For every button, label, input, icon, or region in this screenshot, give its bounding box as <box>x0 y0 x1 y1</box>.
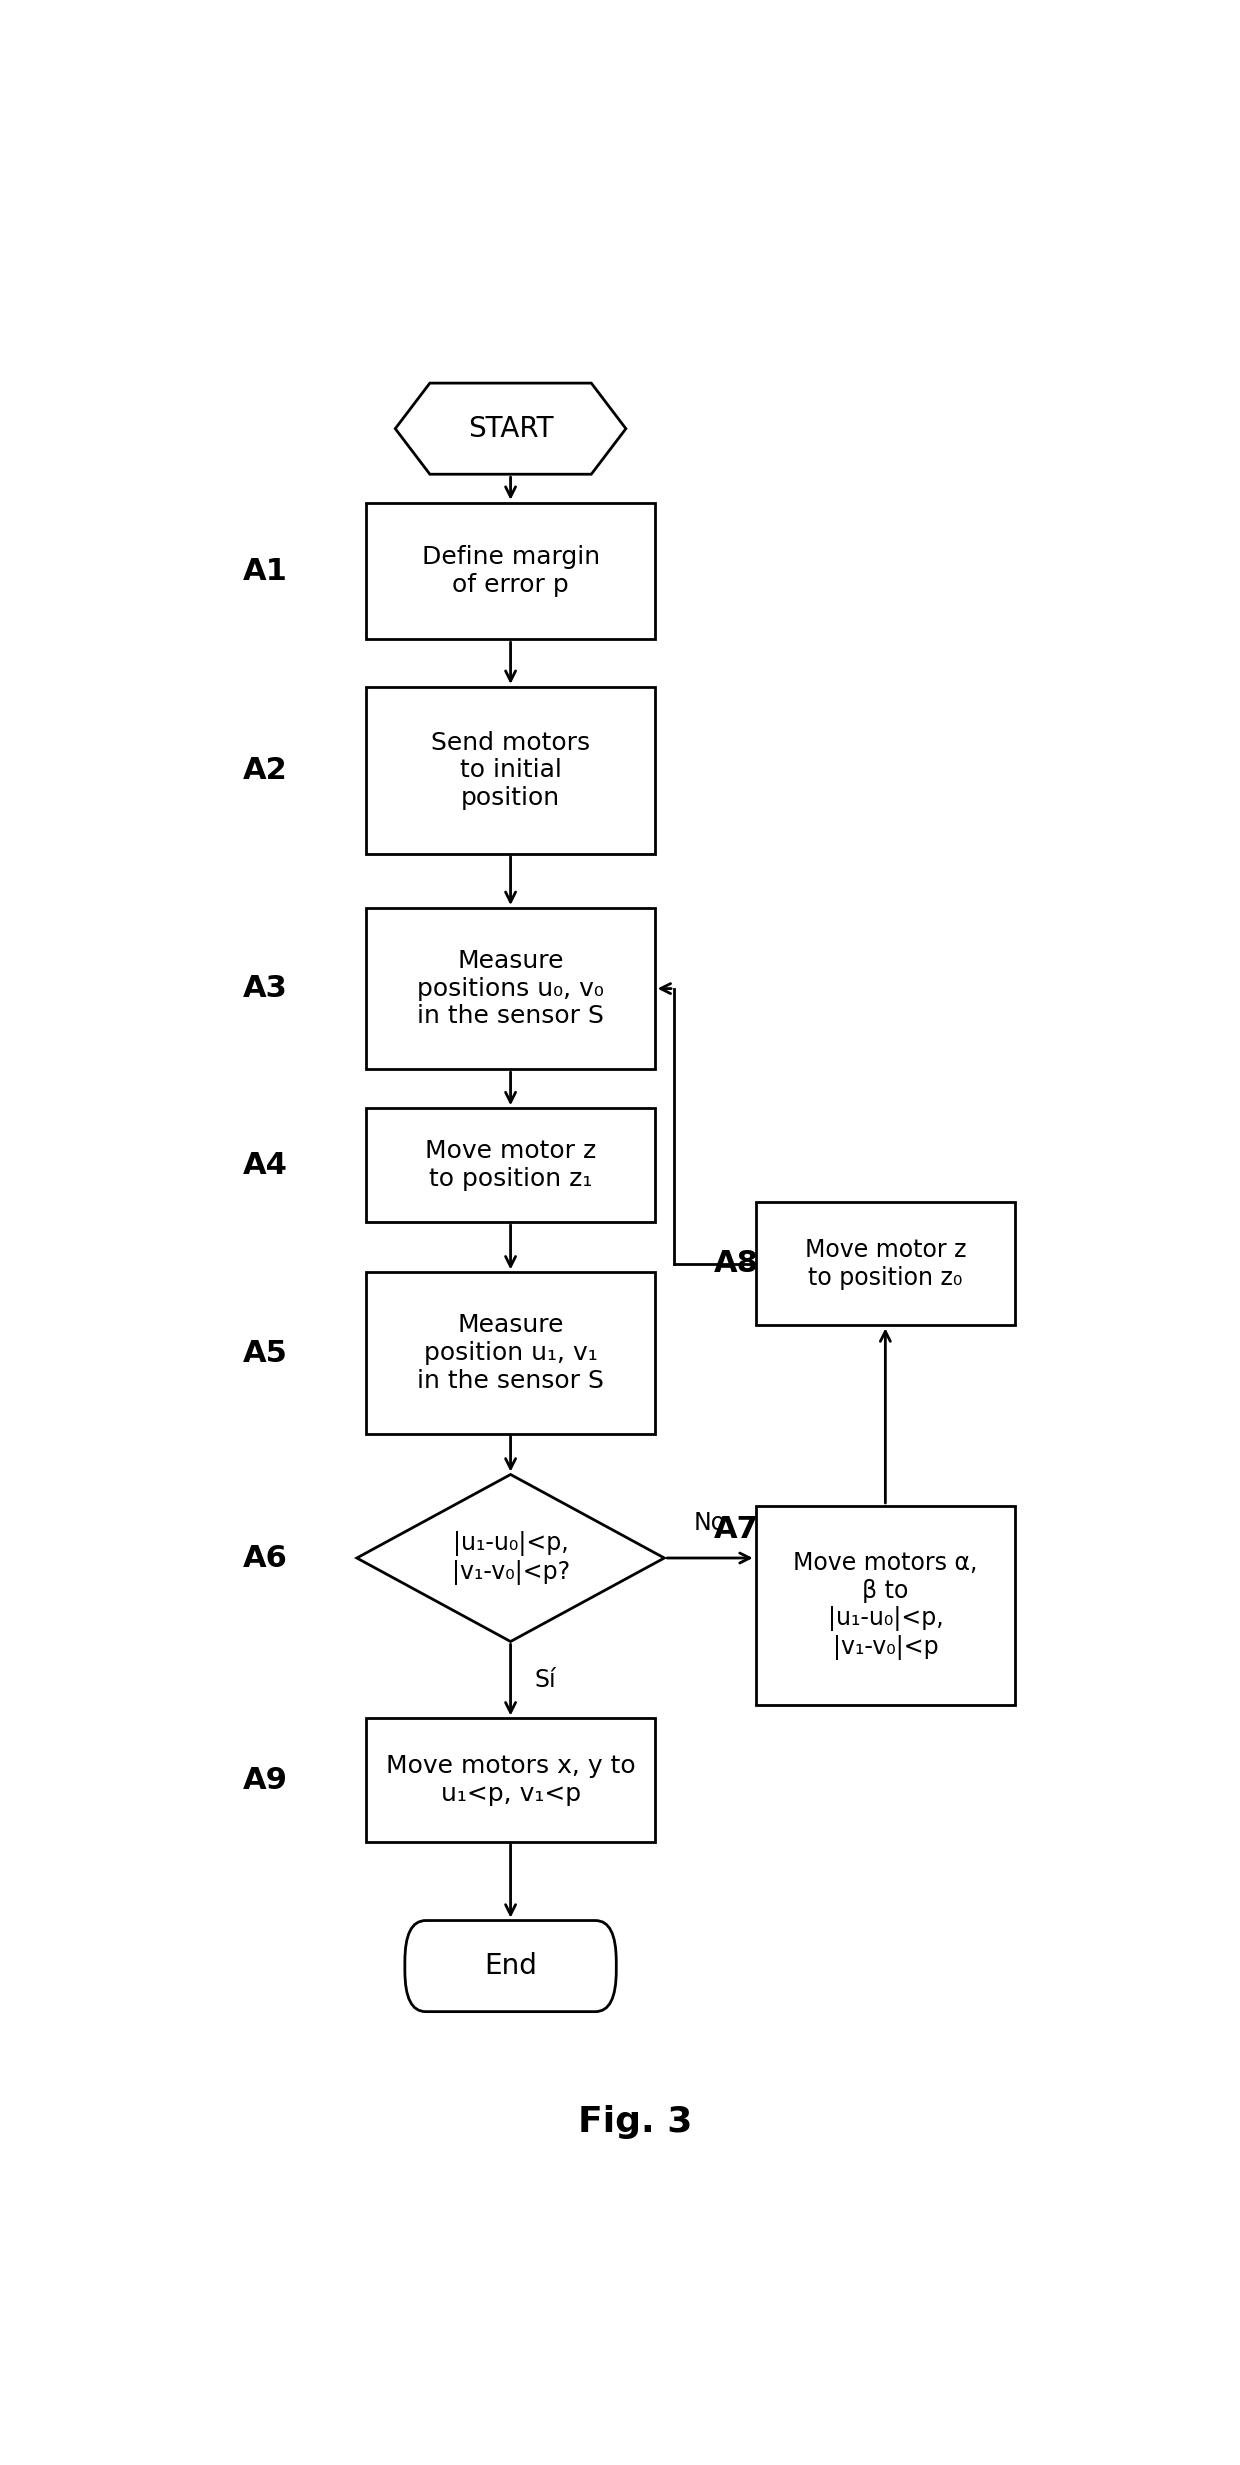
Text: A3: A3 <box>243 974 288 1003</box>
Text: Send motors
to initial
position: Send motors to initial position <box>432 730 590 811</box>
Text: |u₁-u₀|<p,
|v₁-v₀|<p?: |u₁-u₀|<p, |v₁-v₀|<p? <box>451 1531 569 1585</box>
Text: Move motors α,
β to
|u₁-u₀|<p,
|v₁-v₀|<p: Move motors α, β to |u₁-u₀|<p, |v₁-v₀|<p <box>794 1550 977 1659</box>
Text: No: No <box>694 1511 727 1536</box>
Text: Move motor z
to position z₁: Move motor z to position z₁ <box>425 1139 596 1191</box>
FancyBboxPatch shape <box>755 1203 1016 1326</box>
Polygon shape <box>396 382 626 473</box>
Text: Measure
positions u₀, v₀
in the sensor S: Measure positions u₀, v₀ in the sensor S <box>417 949 604 1028</box>
FancyBboxPatch shape <box>367 1109 655 1223</box>
FancyBboxPatch shape <box>367 503 655 638</box>
FancyBboxPatch shape <box>367 688 655 853</box>
FancyBboxPatch shape <box>755 1506 1016 1706</box>
Text: Move motor z
to position z₀: Move motor z to position z₀ <box>805 1237 966 1289</box>
FancyBboxPatch shape <box>404 1920 616 2011</box>
Text: A2: A2 <box>243 757 288 784</box>
Text: End: End <box>484 1952 537 1979</box>
Text: A9: A9 <box>243 1765 288 1795</box>
Text: A4: A4 <box>243 1151 288 1181</box>
Text: A6: A6 <box>243 1543 288 1573</box>
Text: Measure
position u₁, v₁
in the sensor S: Measure position u₁, v₁ in the sensor S <box>417 1314 604 1393</box>
Text: A8: A8 <box>714 1250 759 1279</box>
FancyBboxPatch shape <box>367 1272 655 1435</box>
Text: Move motors x, y to
u₁<p, v₁<p: Move motors x, y to u₁<p, v₁<p <box>386 1755 635 1807</box>
Text: Define margin
of error p: Define margin of error p <box>422 545 600 597</box>
Text: START: START <box>467 414 553 444</box>
Text: Sí: Sí <box>534 1669 557 1691</box>
Text: A1: A1 <box>243 557 288 587</box>
Polygon shape <box>357 1474 665 1642</box>
Text: Fig. 3: Fig. 3 <box>578 2105 693 2140</box>
Text: A7: A7 <box>714 1516 759 1543</box>
FancyBboxPatch shape <box>367 1718 655 1841</box>
Text: A5: A5 <box>243 1338 288 1368</box>
FancyBboxPatch shape <box>367 907 655 1070</box>
